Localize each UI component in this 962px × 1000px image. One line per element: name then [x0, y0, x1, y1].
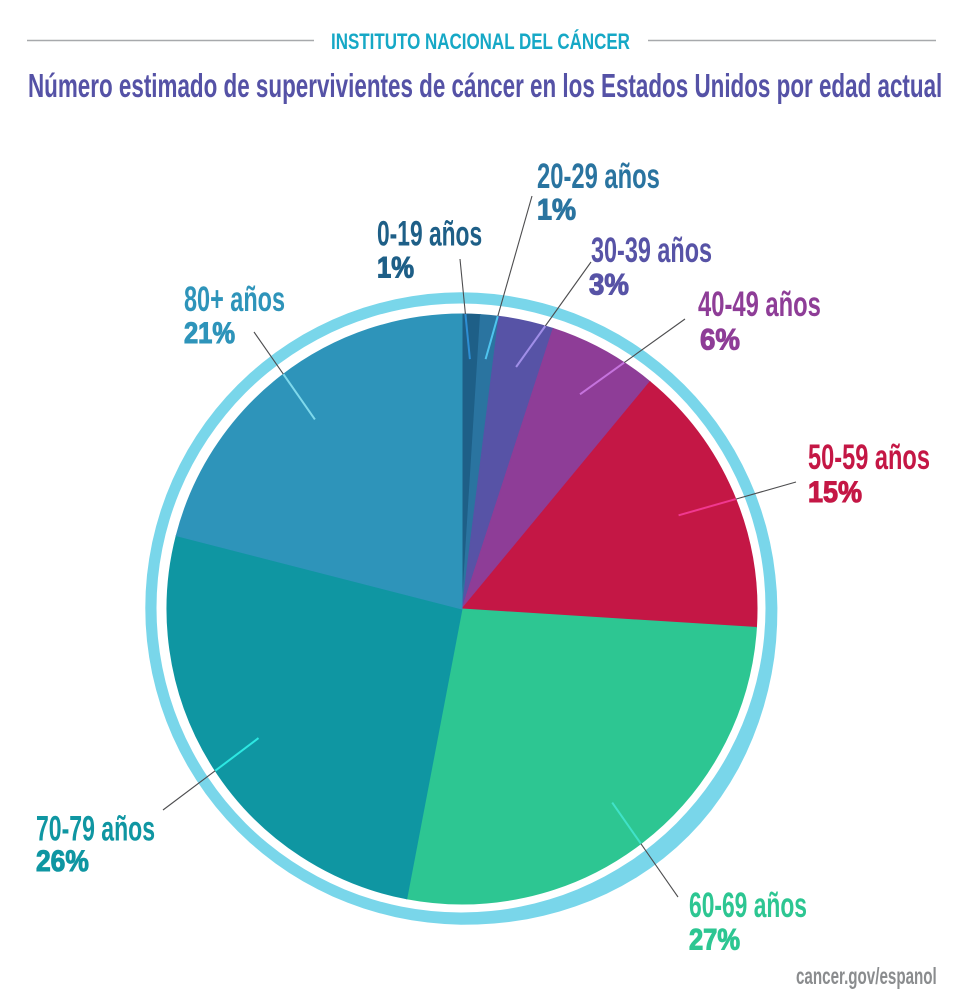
svg-text:80+ años: 80+ años	[184, 280, 285, 319]
svg-text:0-19 años: 0-19 años	[377, 215, 482, 254]
svg-text:Número estimado de supervivien: Número estimado de supervivientes de cán…	[28, 67, 942, 104]
svg-text:21%: 21%	[184, 316, 235, 349]
svg-text:1%: 1%	[537, 193, 576, 227]
svg-text:70-79 años: 70-79 años	[36, 810, 155, 849]
svg-text:50-59 años: 50-59 años	[808, 438, 930, 477]
svg-text:40-49 años: 40-49 años	[698, 285, 821, 324]
svg-text:cancer.gov/espanol: cancer.gov/espanol	[796, 964, 937, 990]
svg-text:15%: 15%	[808, 476, 862, 510]
svg-text:60-69 años: 60-69 años	[689, 886, 807, 925]
svg-text:26%: 26%	[36, 843, 89, 877]
svg-text:30-39 años: 30-39 años	[591, 231, 712, 270]
svg-text:20-29 años: 20-29 años	[537, 157, 660, 196]
svg-text:1%: 1%	[377, 251, 414, 284]
svg-text:3%: 3%	[589, 268, 629, 301]
svg-text:6%: 6%	[700, 323, 740, 356]
svg-text:INSTITUTO NACIONAL DEL CÁNCER: INSTITUTO NACIONAL DEL CÁNCER	[331, 29, 630, 55]
svg-text:27%: 27%	[689, 923, 740, 956]
